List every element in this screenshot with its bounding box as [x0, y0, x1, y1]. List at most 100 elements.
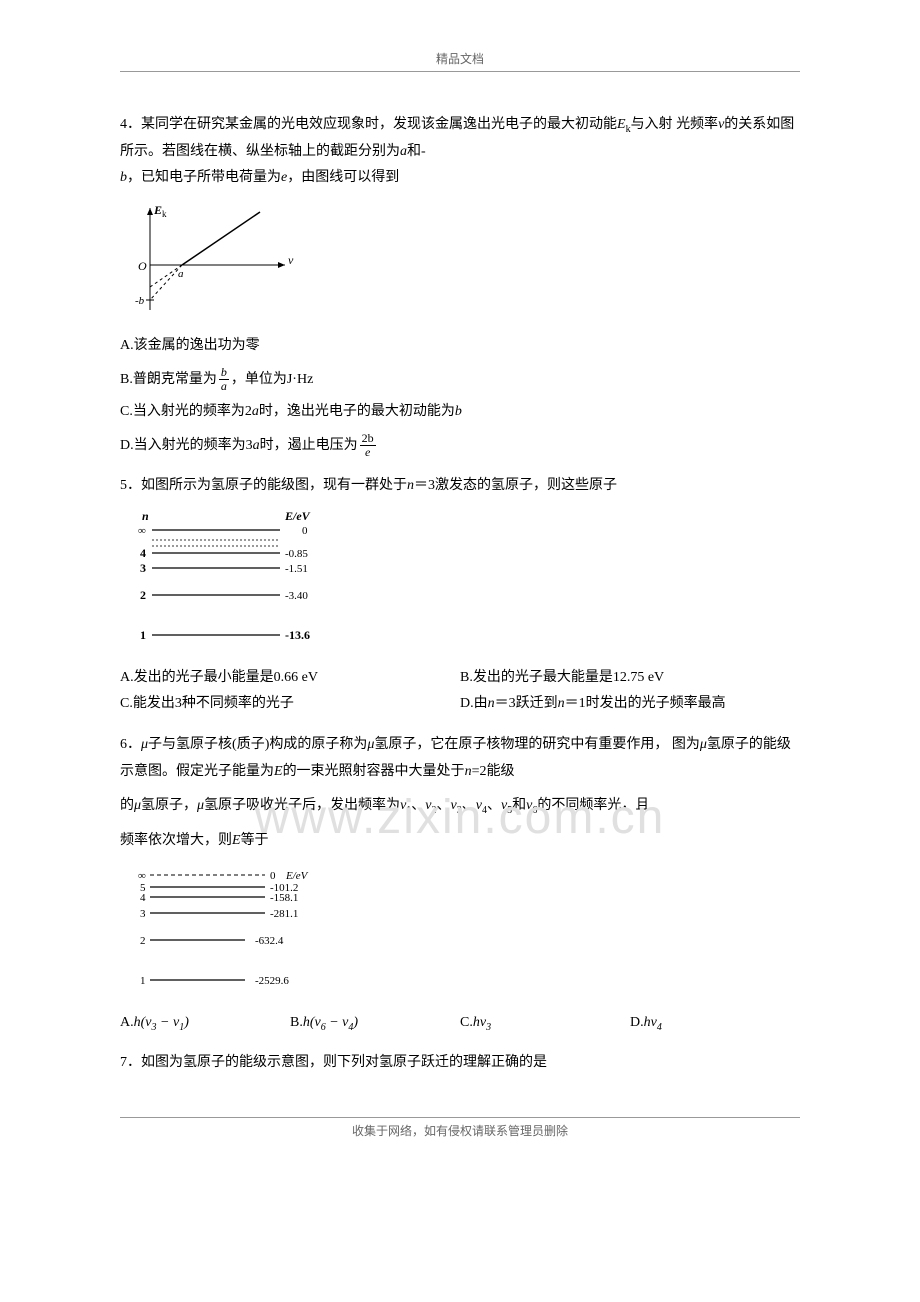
q5-ta: 5．如图所示为氢原子的能级图，现有一群处于	[120, 478, 407, 493]
q6-text3: 频率依次增大，则E等于	[120, 828, 800, 855]
svg-text:3: 3	[140, 561, 146, 575]
svg-text:2: 2	[140, 935, 146, 947]
q4-optB-b: ，单位为J·Hz	[231, 371, 313, 386]
svg-text:-2529.6: -2529.6	[255, 975, 289, 987]
q5-diagram: n E/eV ∞0 4-0.85 3-1.51 2-3.40 1-13.6	[130, 510, 800, 655]
q5-tb: n	[407, 478, 414, 493]
svg-text:0: 0	[270, 870, 276, 882]
q6-optC-p: C.	[460, 1015, 473, 1030]
q4-optA: A.该金属的逸出功为零	[120, 333, 800, 360]
q4-line3d: ，由图线可以得到	[287, 170, 399, 185]
q6-l2d: E	[274, 764, 283, 779]
q7-text: 7．如图为氢原子的能级示意图，则下列对氢原子跃迁的理解正确的是	[120, 1050, 800, 1077]
q4-optB: B.普朗克常量为ba，单位为J·Hz	[120, 366, 800, 394]
svg-text:-b: -b	[135, 295, 145, 307]
q4-optB-den: a	[219, 380, 229, 393]
q4-a: a	[400, 144, 407, 159]
q6-l1b: μ	[141, 737, 148, 752]
q6-l3h: 的不同频率光，且	[537, 798, 649, 813]
q6-optB: B.h(ν6 − ν4)	[290, 1010, 460, 1037]
page-header: 精品文档	[120, 50, 800, 71]
q6-l2g: =2能级	[472, 764, 515, 779]
q6-optD-e: hν4	[644, 1015, 662, 1030]
question-4: 4．某同学在研究某金属的光电效应现象时，发现该金属逸出光电子的最大初动能Ek与入…	[120, 112, 800, 459]
q4-E: E	[617, 117, 626, 132]
svg-text:-3.40: -3.40	[285, 590, 308, 602]
q4-line2a: 光频率	[676, 117, 718, 132]
svg-text:-158.1: -158.1	[270, 892, 298, 904]
question-6: 6．μ子与氢原子核(质子)构成的原子称为μ氢原子，它在原子核物理的研究中有重要作…	[120, 732, 800, 1036]
q4-optD-frac: 2be	[360, 432, 376, 459]
q4-optD-c: 时，遏止电压为	[260, 438, 358, 453]
page-footer: 收集于网络，如有侵权请联系管理员删除	[120, 1117, 800, 1139]
q4-optD-den: e	[360, 446, 376, 459]
energy-level-mu: ∞0E/eV 5-101.2 4-158.1 3-281.1 2-632.4 1…	[130, 865, 360, 995]
q6-text2: 的μ氢原子，μ氢原子吸收光子后，发出频率为ν1、ν2、ν3、ν4、ν5和ν6的不…	[120, 793, 800, 820]
q6-optA-p: A.	[120, 1015, 134, 1030]
question-7: 7．如图为氢原子的能级示意图，则下列对氢原子跃迁的理解正确的是	[120, 1050, 800, 1077]
q4-optC: C.当入射光的频率为2a时，逸出光电子的最大初动能为b	[120, 399, 800, 426]
q6-l3c: 氢原子，	[141, 798, 197, 813]
svg-text:-281.1: -281.1	[270, 908, 298, 920]
q5-optD-e: ＝1时发出的光子频率最高	[565, 696, 726, 711]
q4-optC-d: b	[455, 404, 462, 419]
q4-optB-a: B.普朗克常量为	[120, 371, 217, 386]
q4-optC-c: 时，逸出光电子的最大初动能为	[259, 404, 455, 419]
q6-optD: D.hν4	[630, 1010, 800, 1037]
q6-c1: 、	[411, 798, 425, 813]
svg-text:-13.6: -13.6	[285, 628, 310, 642]
svg-text:v: v	[288, 253, 294, 267]
svg-text:E: E	[153, 203, 162, 217]
q5-optD-a: D.由	[460, 696, 488, 711]
q5-optD-c: ＝3跃迁到	[495, 696, 558, 711]
q6-text: 6．μ子与氢原子核(质子)构成的原子称为μ氢原子，它在原子核物理的研究中有重要作…	[120, 732, 800, 785]
q6-optD-p: D.	[630, 1015, 644, 1030]
svg-text:-0.85: -0.85	[285, 548, 308, 560]
q5-optD: D.由n＝3跃迁到n＝1时发出的光子频率最高	[460, 691, 800, 718]
svg-text:∞: ∞	[138, 525, 146, 537]
svg-text:k: k	[162, 209, 167, 219]
q5-tc: ＝3激发态的氢原子，则这些原子	[414, 478, 617, 493]
q6-optB-e: h(ν6 − ν4)	[303, 1015, 358, 1030]
q6-c2: 、	[437, 798, 451, 813]
q6-l2a: 图为	[672, 737, 700, 752]
q6-l3a: 的	[120, 798, 134, 813]
q6-optB-p: B.	[290, 1015, 303, 1030]
q6-l1a: 6．	[120, 737, 141, 752]
q6-l3e: 氢原子吸收光子后，发出频率为	[204, 798, 400, 813]
q5-optC: C.能发出3种不同频率的光子	[120, 691, 460, 718]
svg-text:1: 1	[140, 628, 146, 642]
q4-text: 4．某同学在研究某金属的光电效应现象时，发现该金属逸出光电子的最大初动能Ek与入…	[120, 112, 800, 192]
q6-l2f: n	[465, 764, 472, 779]
q4-line3a: b	[120, 170, 127, 185]
q6-optC-e: hν3	[473, 1015, 491, 1030]
q6-l3g: 和	[512, 798, 526, 813]
svg-text:E/eV: E/eV	[285, 870, 309, 882]
q4-line1c: 与入射	[631, 117, 673, 132]
q5-optD-d: n	[558, 696, 565, 711]
q4-optB-num: b	[219, 366, 229, 380]
svg-text:E/eV: E/eV	[284, 510, 311, 523]
energy-level-h: n E/eV ∞0 4-0.85 3-1.51 2-3.40 1-13.6	[130, 510, 330, 650]
svg-text:4: 4	[140, 546, 146, 560]
q4-line2e: 和-	[407, 144, 426, 159]
q4-optD: D.当入射光的频率为3a时，遏止电压为2be	[120, 432, 800, 460]
q4-optC-a: C.当入射光的频率为2	[120, 404, 252, 419]
q6-l4: 频率依次增大，则	[120, 833, 232, 848]
q5-optA: A.发出的光子最小能量是0.66 eV	[120, 665, 460, 692]
q6-l1c: 子与氢原子核(质子)构成的原子称为	[148, 737, 367, 752]
q4-optB-frac: ba	[219, 366, 229, 393]
q6-c4: 、	[487, 798, 501, 813]
svg-text:-1.51: -1.51	[285, 563, 308, 575]
q6-c3: 、	[462, 798, 476, 813]
ek-v-graph: E k v O a -b	[130, 200, 300, 320]
q5-optB: B.发出的光子最大能量是12.75 eV	[460, 665, 800, 692]
svg-text:O: O	[138, 259, 147, 273]
svg-text:1: 1	[140, 975, 146, 987]
q6-l2b: μ	[700, 737, 707, 752]
q6-optC: C.hν3	[460, 1010, 630, 1037]
q4-line3b: ，已知电子所带电荷量为	[127, 170, 281, 185]
q6-l4c: 等于	[241, 833, 269, 848]
question-5: 5．如图所示为氢原子的能级图，现有一群处于n＝3激发态的氢原子，则这些原子 n …	[120, 473, 800, 718]
q4-optC-b: a	[252, 404, 259, 419]
